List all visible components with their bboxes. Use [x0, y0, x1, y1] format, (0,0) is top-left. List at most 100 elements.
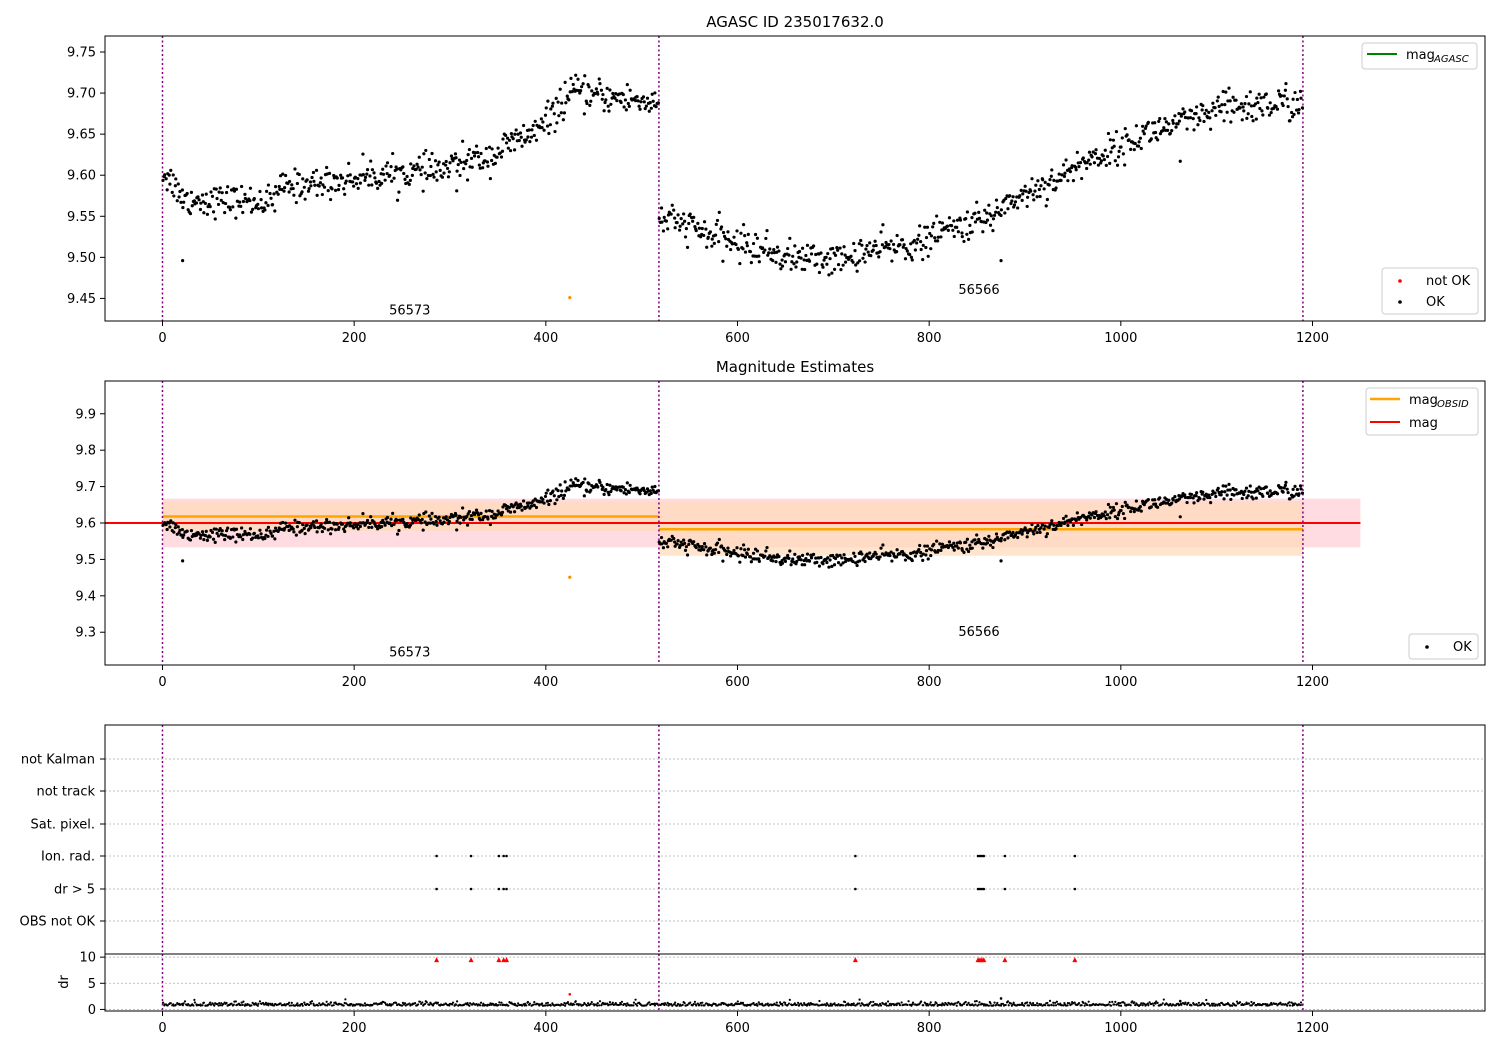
data-point — [1108, 138, 1112, 142]
data-point — [1047, 183, 1051, 187]
data-point — [1021, 192, 1025, 196]
x-tick-label: 1000 — [1104, 1021, 1137, 1036]
data-point — [719, 544, 724, 548]
dr-point — [425, 1001, 428, 1004]
x-tick-label: 600 — [725, 331, 750, 346]
data-point — [984, 220, 988, 225]
data-point — [1299, 487, 1303, 491]
data-point — [1123, 163, 1127, 167]
dr-point — [663, 1002, 667, 1005]
data-point — [562, 111, 567, 115]
data-point — [521, 499, 526, 503]
data-point — [1064, 514, 1068, 518]
dr-point — [574, 1000, 577, 1003]
data-point — [739, 547, 743, 551]
data-point — [444, 159, 448, 164]
flag-point — [435, 854, 438, 858]
data-point — [1231, 95, 1235, 99]
data-point — [1011, 530, 1015, 535]
data-point — [203, 201, 207, 206]
data-point — [481, 166, 485, 170]
data-point — [428, 521, 432, 525]
data-point — [653, 484, 657, 489]
data-point — [527, 501, 531, 505]
data-point — [918, 224, 922, 228]
data-point — [161, 178, 165, 182]
data-point — [1142, 132, 1146, 136]
dr-point — [634, 998, 637, 1001]
data-point — [440, 175, 445, 179]
data-point — [729, 247, 733, 252]
dr-point — [632, 1004, 635, 1007]
flag-point — [502, 854, 505, 858]
data-point — [438, 519, 442, 523]
data-point — [717, 550, 721, 555]
data-point — [636, 488, 640, 492]
data-point — [1225, 493, 1229, 497]
data-point — [281, 520, 285, 525]
dr-point — [488, 1003, 491, 1007]
data-point — [512, 148, 517, 152]
data-point — [589, 99, 593, 103]
data-point — [385, 171, 389, 176]
data-point — [1286, 490, 1290, 495]
data-point — [1063, 520, 1067, 524]
dr-point — [481, 1004, 484, 1007]
data-point — [1158, 116, 1162, 121]
data-point — [909, 242, 913, 246]
data-point — [1033, 528, 1037, 532]
data-point — [771, 259, 775, 263]
data-point — [214, 527, 218, 531]
data-point — [303, 532, 307, 536]
dr-point — [549, 1004, 552, 1007]
data-point — [259, 532, 263, 536]
dr-point — [1044, 1004, 1047, 1007]
dr-point — [888, 1002, 892, 1005]
data-point — [938, 542, 942, 546]
data-point — [854, 263, 858, 267]
data-point — [164, 522, 168, 527]
data-point — [879, 546, 883, 550]
data-point — [178, 528, 182, 532]
data-point — [929, 234, 934, 238]
data-point — [292, 530, 296, 534]
dr-point — [872, 1000, 875, 1003]
data-point — [303, 197, 307, 201]
data-point — [344, 179, 348, 183]
data-point — [385, 161, 390, 165]
data-point — [935, 214, 939, 218]
data-point — [654, 105, 658, 109]
data-point — [397, 190, 401, 194]
data-point — [1226, 488, 1230, 492]
dr-point — [431, 1004, 435, 1007]
data-point — [788, 549, 792, 553]
data-point — [717, 240, 721, 244]
data-point — [955, 225, 959, 229]
data-point — [1281, 103, 1285, 108]
data-point — [571, 82, 575, 87]
dr-point — [489, 1002, 492, 1005]
data-point — [368, 174, 372, 178]
data-point — [985, 538, 989, 542]
data-point — [337, 525, 341, 530]
dr-point — [540, 1002, 544, 1005]
data-point — [970, 546, 974, 550]
x-tick-label: 400 — [533, 675, 558, 690]
data-point — [1183, 115, 1188, 120]
dr-point — [1231, 1004, 1234, 1007]
data-point — [204, 192, 208, 196]
dr-point — [940, 1004, 943, 1007]
data-point — [921, 558, 925, 563]
data-point — [659, 535, 664, 540]
data-point — [1114, 130, 1119, 134]
data-point — [1245, 116, 1249, 120]
data-point — [608, 483, 612, 487]
dr-point — [996, 1001, 999, 1005]
data-point — [1286, 104, 1290, 109]
data-point — [1071, 179, 1076, 183]
data-point — [220, 529, 224, 533]
data-point — [843, 260, 848, 264]
y-tick-label: 9.50 — [67, 251, 96, 266]
dr-point — [598, 1000, 602, 1003]
data-point — [822, 258, 826, 262]
